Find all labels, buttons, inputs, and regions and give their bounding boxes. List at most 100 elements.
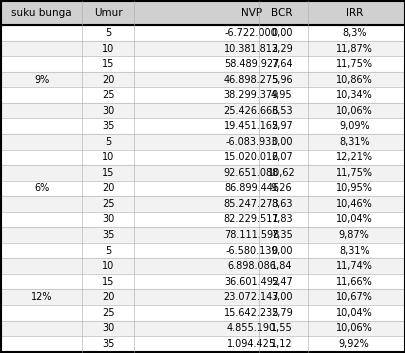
Text: 2,97: 2,97 <box>270 121 292 131</box>
Text: 36.601.492: 36.601.492 <box>223 277 278 287</box>
Text: 8,3%: 8,3% <box>341 28 366 38</box>
Bar <box>1 243 404 258</box>
Bar <box>1 25 404 41</box>
Text: 6%: 6% <box>34 184 49 193</box>
Text: 11,66%: 11,66% <box>335 277 372 287</box>
Text: 3,00: 3,00 <box>270 292 292 302</box>
Text: 38.299.379: 38.299.379 <box>223 90 278 100</box>
Bar <box>1 336 404 352</box>
Text: 5,96: 5,96 <box>270 74 292 85</box>
Text: 20: 20 <box>102 292 114 302</box>
Text: 5,47: 5,47 <box>270 277 292 287</box>
Bar <box>1 41 404 56</box>
Text: 2,79: 2,79 <box>270 308 292 318</box>
Text: 4,95: 4,95 <box>270 90 292 100</box>
Bar <box>1 56 404 72</box>
Text: 10.381.813: 10.381.813 <box>223 43 278 54</box>
Bar <box>1 305 404 321</box>
Text: 30: 30 <box>102 215 114 225</box>
Text: 35: 35 <box>102 121 114 131</box>
Text: 12%: 12% <box>31 292 52 302</box>
Bar <box>1 134 404 150</box>
Text: 19.451.165: 19.451.165 <box>223 121 278 131</box>
Text: 10,86%: 10,86% <box>335 74 372 85</box>
Text: 2,29: 2,29 <box>270 43 292 54</box>
Text: 7,35: 7,35 <box>270 230 292 240</box>
Text: 7,64: 7,64 <box>270 59 292 69</box>
Text: 78.111.598: 78.111.598 <box>223 230 278 240</box>
Text: 7,83: 7,83 <box>270 215 292 225</box>
Text: 82.229.511: 82.229.511 <box>223 215 279 225</box>
Text: 5: 5 <box>105 246 111 256</box>
Text: 10,95%: 10,95% <box>335 184 372 193</box>
Text: 92.651.088: 92.651.088 <box>223 168 278 178</box>
Text: 15: 15 <box>102 168 114 178</box>
Text: 9%: 9% <box>34 74 49 85</box>
Text: 86.899.446: 86.899.446 <box>223 184 278 193</box>
Text: 15: 15 <box>102 277 114 287</box>
Text: 20: 20 <box>102 74 114 85</box>
Text: 10,34%: 10,34% <box>335 90 372 100</box>
Text: 9,26: 9,26 <box>270 184 292 193</box>
Text: 23.072.147: 23.072.147 <box>223 292 279 302</box>
Text: 15: 15 <box>102 59 114 69</box>
Text: 10,67%: 10,67% <box>335 292 372 302</box>
Text: Umur: Umur <box>94 8 122 18</box>
Text: -6.722.000: -6.722.000 <box>224 28 277 38</box>
Text: 1.094.425: 1.094.425 <box>226 339 275 349</box>
Text: 0,00: 0,00 <box>270 137 292 147</box>
Bar <box>1 212 404 227</box>
Text: 10,04%: 10,04% <box>335 308 372 318</box>
Text: 0,00: 0,00 <box>270 28 292 38</box>
Text: 30: 30 <box>102 323 114 333</box>
Text: 10,04%: 10,04% <box>335 215 372 225</box>
Text: 10,46%: 10,46% <box>335 199 372 209</box>
Text: 4.855.190: 4.855.190 <box>226 323 275 333</box>
Bar <box>1 119 404 134</box>
Text: 35: 35 <box>102 339 114 349</box>
Text: 10: 10 <box>102 43 114 54</box>
Bar <box>1 150 404 165</box>
Text: 9,92%: 9,92% <box>338 339 369 349</box>
Text: -6.083.933: -6.083.933 <box>225 137 277 147</box>
Bar <box>1 1 404 25</box>
Text: 11,75%: 11,75% <box>335 59 372 69</box>
Bar <box>1 103 404 119</box>
Text: 11,87%: 11,87% <box>335 43 372 54</box>
Text: 1,12: 1,12 <box>270 339 292 349</box>
Text: 2,07: 2,07 <box>270 152 292 162</box>
Text: 25.426.666: 25.426.666 <box>223 106 278 116</box>
Text: 10: 10 <box>102 261 114 271</box>
Text: -6.580.139: -6.580.139 <box>225 246 277 256</box>
Text: 20: 20 <box>102 184 114 193</box>
Text: 1,55: 1,55 <box>270 323 292 333</box>
Text: 9,87%: 9,87% <box>338 230 369 240</box>
Text: 30: 30 <box>102 106 114 116</box>
Bar <box>1 165 404 181</box>
Bar <box>1 321 404 336</box>
Text: 11,75%: 11,75% <box>335 168 372 178</box>
Text: 46.898.275: 46.898.275 <box>223 74 278 85</box>
Text: 25: 25 <box>102 90 114 100</box>
Bar <box>1 227 404 243</box>
Text: 15.020.016: 15.020.016 <box>223 152 278 162</box>
Text: 10,06%: 10,06% <box>335 323 372 333</box>
Bar <box>1 72 404 88</box>
Text: 10,62: 10,62 <box>267 168 295 178</box>
Text: 8,63: 8,63 <box>270 199 292 209</box>
Text: 15.642.235: 15.642.235 <box>223 308 279 318</box>
Text: 58.489.927: 58.489.927 <box>223 59 278 69</box>
Bar <box>1 181 404 196</box>
Text: 10: 10 <box>102 152 114 162</box>
Text: 25: 25 <box>102 308 114 318</box>
Text: 8,31%: 8,31% <box>338 246 369 256</box>
Text: 1,84: 1,84 <box>270 261 292 271</box>
Bar <box>1 196 404 212</box>
Text: 5: 5 <box>105 28 111 38</box>
Text: 25: 25 <box>102 199 114 209</box>
Text: 11,74%: 11,74% <box>335 261 372 271</box>
Bar <box>1 88 404 103</box>
Text: NVP: NVP <box>240 8 261 18</box>
Text: IRR: IRR <box>345 8 362 18</box>
Bar <box>1 289 404 305</box>
